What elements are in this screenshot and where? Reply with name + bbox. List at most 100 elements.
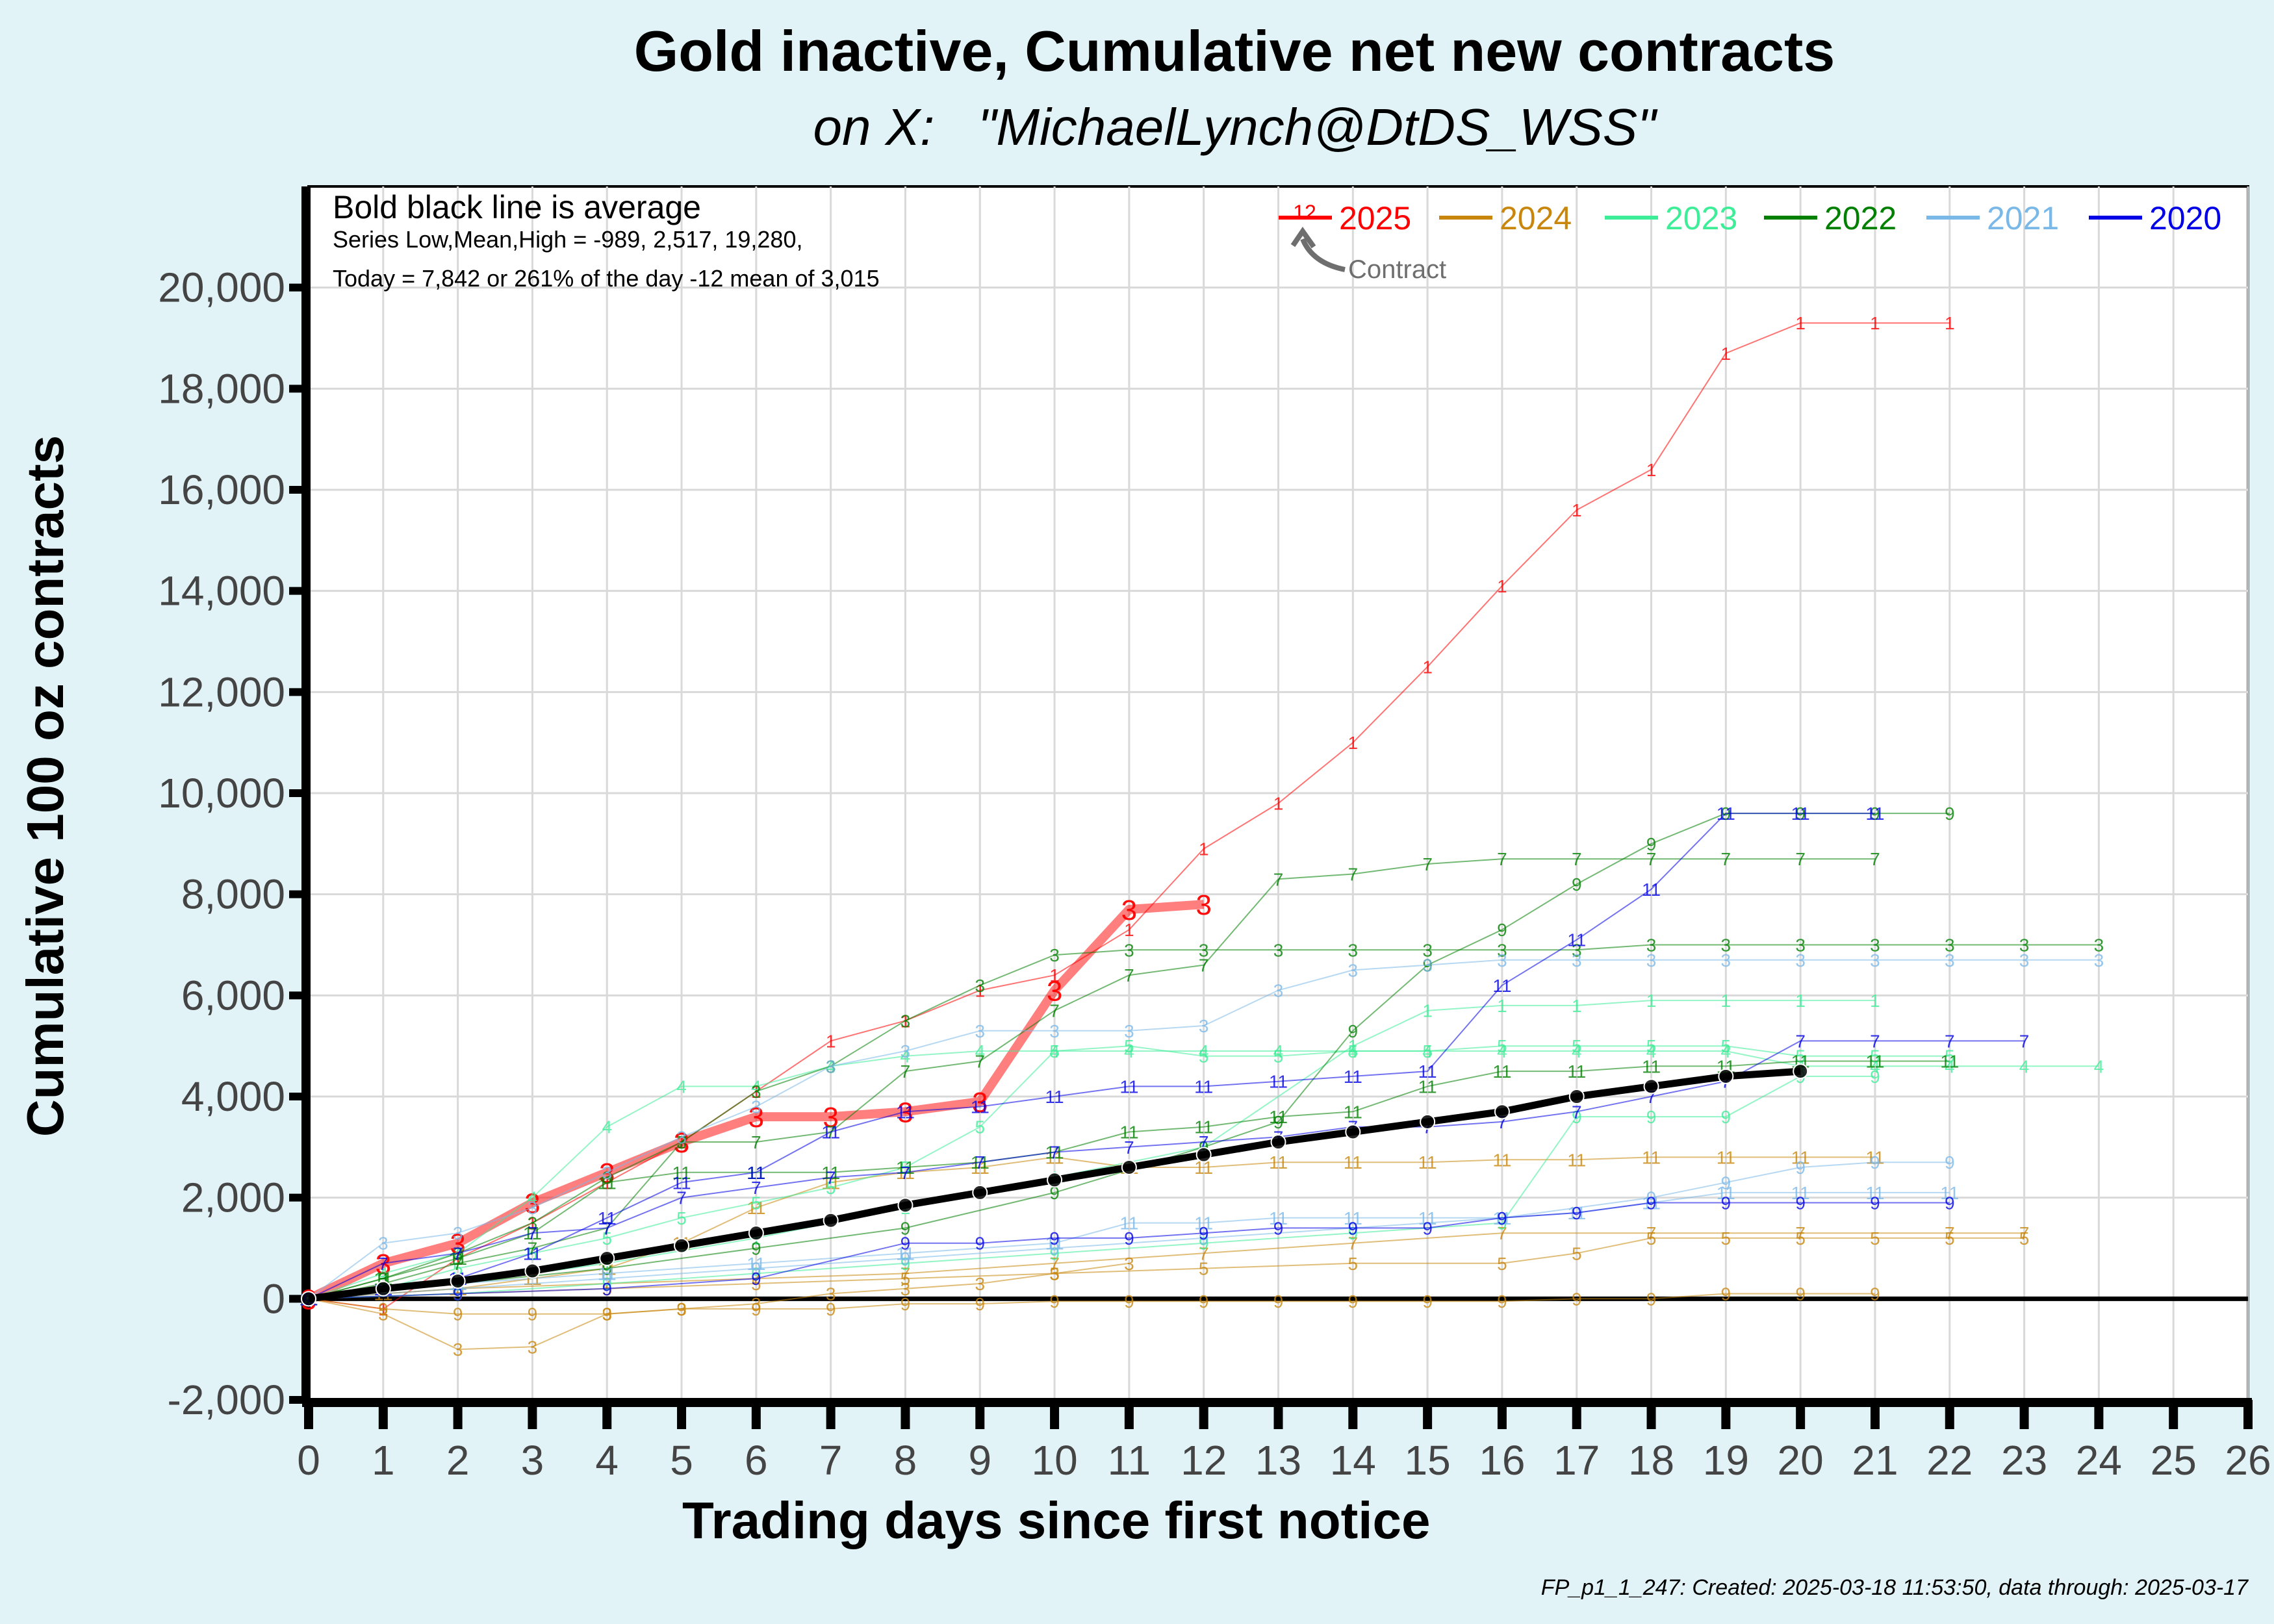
- series-point-label: 4: [975, 1041, 985, 1061]
- series-point-label: 9: [1348, 1218, 1359, 1238]
- series-point-label: 9: [975, 1294, 985, 1314]
- x-tick-label: 17: [1553, 1437, 1600, 1484]
- series-point-label: 3: [901, 1041, 911, 1061]
- x-axis-label: Trading days since first notice: [682, 1491, 1431, 1549]
- series-point-label: 7: [751, 1178, 761, 1198]
- series-point-label: 4: [2019, 1056, 2030, 1076]
- series-point-label: 5: [975, 1117, 985, 1137]
- series-point-label: 3: [1870, 935, 1880, 956]
- series-point-label: 11: [1865, 804, 1884, 824]
- series-point-label: 9: [1646, 1107, 1657, 1127]
- series-point-label: 1: [975, 981, 985, 1001]
- x-tick-label: 10: [1031, 1437, 1077, 1484]
- series-point-label: 9: [528, 1304, 538, 1325]
- series-point-label: 11: [1791, 1147, 1810, 1167]
- x-tick-label: 3: [521, 1437, 544, 1484]
- series-point-label: 9: [453, 1284, 463, 1304]
- series-point-label: 5: [1721, 1228, 1731, 1249]
- series-point-label: 11: [1194, 1117, 1213, 1137]
- series-point-label: 3: [975, 976, 985, 996]
- series-point-label: 11: [1567, 930, 1586, 950]
- series-point-label: 9: [1945, 1193, 1955, 1213]
- series-point-label: 7: [1049, 1254, 1060, 1274]
- series-point-label: 11: [896, 1102, 915, 1122]
- series-point-label: 3: [2019, 935, 2030, 956]
- series-point-label: 9: [1795, 1193, 1806, 1213]
- series-point-label: 3: [602, 1304, 612, 1325]
- y-tick-label: 6,000: [181, 972, 285, 1019]
- series-point-label: 1: [1721, 991, 1731, 1011]
- series-point-label: 11: [1717, 1147, 1735, 1167]
- series-point-label: 9: [1199, 1291, 1209, 1312]
- series-point-label: 11: [1492, 976, 1511, 996]
- series-line-2021-15: [308, 959, 2099, 1300]
- series-point-label: 11: [672, 1163, 691, 1183]
- x-tick-label: 15: [1405, 1437, 1451, 1484]
- series-point-label: 9: [1870, 1152, 1880, 1173]
- series-point-label: 11: [1865, 1147, 1884, 1167]
- series-point-label: 1: [1422, 657, 1433, 677]
- series-point-label: 11: [1119, 1076, 1138, 1097]
- average-point: [1793, 1063, 1809, 1080]
- series-point-label: 3: [453, 1339, 463, 1360]
- average-point: [375, 1280, 391, 1297]
- legend-contract-marker: 12: [1293, 201, 1316, 224]
- series-point-label: 7: [901, 1263, 911, 1284]
- series-point-label: 11: [1940, 1052, 1959, 1072]
- average-point: [599, 1250, 615, 1267]
- series-line-2022-12: [308, 858, 1875, 1300]
- legend-contract-label: Contract: [1348, 255, 1446, 284]
- series-point-label: 3: [1049, 1021, 1060, 1041]
- series-point-label: 5: [1348, 1041, 1359, 1061]
- y-tick-label: 8,000: [181, 871, 285, 918]
- series-point-label: 9: [1124, 1228, 1134, 1249]
- series-point-label: 3: [751, 1294, 761, 1314]
- series-point-label: 5: [1646, 1036, 1657, 1056]
- series-point-label: 5: [1572, 1243, 1582, 1263]
- legend-label-2020: 2020: [2149, 200, 2221, 236]
- average-point: [674, 1237, 690, 1254]
- series-point-label: 3: [1721, 935, 1731, 956]
- series-point-label: 3: [1199, 1016, 1209, 1036]
- series-point-label: 9: [453, 1304, 463, 1325]
- x-tick-label: 5: [670, 1437, 693, 1484]
- series-point-label: 9: [1199, 1223, 1209, 1243]
- average-point: [972, 1184, 988, 1200]
- series-line-2024-3: [308, 1262, 1130, 1351]
- series-point-label: 3: [1795, 935, 1806, 956]
- average-point: [1345, 1124, 1361, 1140]
- series-point-label: 9: [1049, 1183, 1060, 1203]
- average-point: [897, 1197, 913, 1213]
- series-point-label: 3: [674, 1127, 689, 1159]
- y-tick-label: 14,000: [158, 568, 285, 615]
- series-point-label: 11: [1119, 1122, 1138, 1142]
- x-tick-label: 23: [2001, 1437, 2047, 1484]
- series-point-label: 1: [1273, 794, 1284, 814]
- chart-subtitle: on X: "MichaelLynch@DtDS_WSS": [813, 98, 1656, 156]
- series-point-label: 11: [1791, 804, 1810, 824]
- series-point-label: 3: [1497, 940, 1507, 960]
- series-point-label: 7: [1870, 849, 1880, 869]
- series-point-label: 3: [751, 1097, 761, 1117]
- series-point-label: 3: [826, 1284, 836, 1304]
- series-point-label: 11: [1269, 1152, 1288, 1173]
- series-point-label: 9: [1646, 1289, 1657, 1309]
- series-point-label: 1: [1497, 996, 1507, 1016]
- series-point-label: 3: [1273, 940, 1284, 960]
- series-point-label: 7: [1199, 956, 1209, 976]
- series-point-label: 7: [1572, 1102, 1582, 1122]
- series-point-label: 9: [751, 1259, 761, 1279]
- series-line-2025-1: [306, 900, 1205, 1303]
- x-tick-label: 16: [1479, 1437, 1525, 1484]
- series-point-label: 11: [971, 1097, 990, 1117]
- series-point-label: 3: [1795, 950, 1806, 971]
- series-point-label: 5: [1422, 1041, 1433, 1061]
- legend: 2025 2024 2023 2022 2021 2020 12 Contract: [1279, 200, 2221, 284]
- series-point-label: 9: [1721, 1193, 1731, 1213]
- series-point-label: 11: [1418, 1076, 1437, 1097]
- average-point: [1420, 1113, 1436, 1130]
- series-point-label: 9: [1870, 1067, 1880, 1087]
- y-tick-label: 18,000: [158, 365, 285, 412]
- series-point-label: 9: [1497, 1208, 1507, 1228]
